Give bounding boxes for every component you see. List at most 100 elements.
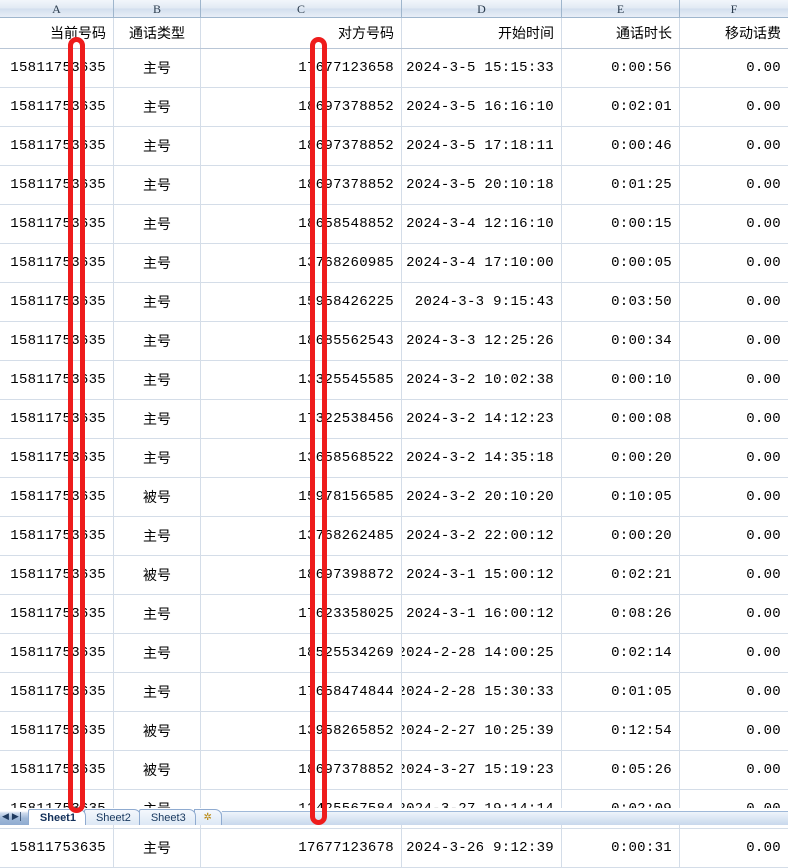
cell-duration[interactable]: 0:10:05 [562, 478, 680, 516]
nav-last-icon[interactable]: ▶| [11, 812, 22, 822]
cell-call-type[interactable]: 主号 [114, 517, 201, 555]
cell-duration[interactable]: 0:00:34 [562, 322, 680, 360]
cell-other-number[interactable]: 13325545585 [201, 361, 402, 399]
table-row[interactable]: 15811753635 主号 18697378852 2024-3-5 20:10:1… [0, 166, 788, 205]
sheet-tab-2[interactable]: Sheet2 [83, 809, 141, 825]
cell-other-number[interactable]: 17623358025 [201, 595, 402, 633]
column-header-e[interactable]: E [562, 0, 680, 17]
table-row[interactable]: 15811753635 被号 18697378852 2024-3-27 15:19:… [0, 751, 788, 790]
cell-current-number[interactable]: 15811753635 [0, 478, 114, 516]
cell-current-number[interactable]: 15811753635 [0, 127, 114, 165]
cell-fee[interactable]: 0.00 [680, 517, 788, 555]
cell-call-type[interactable]: 被号 [114, 556, 201, 594]
table-row[interactable]: 15811753635 主号 17623358025 2024-3-1 16:00:1… [0, 595, 788, 634]
cell-other-number[interactable]: 13768262485 [201, 517, 402, 555]
cell-fee[interactable]: 0.00 [680, 205, 788, 243]
cell-duration[interactable]: 0:01:05 [562, 673, 680, 711]
cell-current-number[interactable]: 15811753635 [0, 244, 114, 282]
column-header-a[interactable]: A [0, 0, 114, 17]
cell-call-type[interactable]: 主号 [114, 127, 201, 165]
cell-start-time[interactable]: 2024-3-3 12:25:26 [402, 322, 562, 360]
cell-fee[interactable]: 0.00 [680, 634, 788, 672]
cell-fee[interactable]: 0.00 [680, 400, 788, 438]
cell-start-time[interactable]: 2024-3-27 15:19:23 [402, 751, 562, 789]
cell-start-time[interactable]: 2024-3-2 20:10:20 [402, 478, 562, 516]
cell-duration[interactable]: 0:00:46 [562, 127, 680, 165]
cell-fee[interactable]: 0.00 [680, 322, 788, 360]
cell-current-number[interactable]: 15811753635 [0, 400, 114, 438]
cell-call-type[interactable]: 主号 [114, 634, 201, 672]
cell-duration[interactable]: 0:00:15 [562, 205, 680, 243]
cell-duration[interactable]: 0:00:20 [562, 439, 680, 477]
cell-fee[interactable]: 0.00 [680, 751, 788, 789]
sheet-tab-3[interactable]: Sheet3 [138, 809, 196, 825]
cell-start-time[interactable]: 2024-3-3 9:15:43 [402, 283, 562, 321]
cell-fee[interactable]: 0.00 [680, 88, 788, 126]
cell-fee[interactable]: 0.00 [680, 478, 788, 516]
sheet-nav-buttons[interactable]: ◀ ▶| [0, 808, 22, 825]
cell-call-type[interactable]: 主号 [114, 400, 201, 438]
cell-other-number[interactable]: 13768260985 [201, 244, 402, 282]
cell-current-number[interactable]: 15811753635 [0, 49, 114, 87]
cell-call-type[interactable]: 被号 [114, 751, 201, 789]
cell-fee[interactable]: 0.00 [680, 49, 788, 87]
cell-start-time[interactable]: 2024-2-27 10:25:39 [402, 712, 562, 750]
table-row[interactable]: 15811753635 主号 18525534269 2024-2-28 14:00:… [0, 634, 788, 673]
table-row[interactable]: 15811753635 主号 17677123678 2024-3-26 9:12:3… [0, 829, 788, 868]
cell-other-number[interactable]: 15978156585 [201, 478, 402, 516]
cell-current-number[interactable]: 15811753635 [0, 751, 114, 789]
cell-other-number[interactable]: 17677123658 [201, 49, 402, 87]
cell-duration[interactable]: 0:05:26 [562, 751, 680, 789]
cell-fee[interactable]: 0.00 [680, 439, 788, 477]
cell-duration[interactable]: 0:12:54 [562, 712, 680, 750]
cell-current-number[interactable]: 15811753635 [0, 673, 114, 711]
cell-start-time[interactable]: 2024-3-1 16:00:12 [402, 595, 562, 633]
cell-other-number[interactable]: 18697378852 [201, 751, 402, 789]
cell-start-time[interactable]: 2024-3-4 17:10:00 [402, 244, 562, 282]
cell-other-number[interactable]: 18697378852 [201, 127, 402, 165]
table-row[interactable]: 15811753635 主号 13658568522 2024-3-2 14:35:1… [0, 439, 788, 478]
table-row[interactable]: 15811753635 主号 13768262485 2024-3-2 22:00:1… [0, 517, 788, 556]
cell-start-time[interactable]: 2024-3-5 15:15:33 [402, 49, 562, 87]
table-row[interactable]: 15811753635 主号 13768260985 2024-3-4 17:10:0… [0, 244, 788, 283]
cell-current-number[interactable]: 15811753635 [0, 283, 114, 321]
cell-start-time[interactable]: 2024-3-1 15:00:12 [402, 556, 562, 594]
column-header-d[interactable]: D [402, 0, 562, 17]
table-row[interactable]: 15811753635 被号 15978156585 2024-3-2 20:10:2… [0, 478, 788, 517]
cell-duration[interactable]: 0:00:08 [562, 400, 680, 438]
cell-call-type[interactable]: 主号 [114, 673, 201, 711]
sheet-tab-1[interactable]: Sheet1 [27, 809, 86, 825]
cell-current-number[interactable]: 15811753635 [0, 829, 114, 867]
cell-other-number[interactable]: 18697378852 [201, 166, 402, 204]
cell-start-time[interactable]: 2024-3-26 9:12:39 [402, 829, 562, 867]
cell-call-type[interactable]: 被号 [114, 478, 201, 516]
cell-fee[interactable]: 0.00 [680, 244, 788, 282]
cell-fee[interactable]: 0.00 [680, 673, 788, 711]
cell-fee[interactable]: 0.00 [680, 283, 788, 321]
cell-current-number[interactable]: 15811753635 [0, 556, 114, 594]
table-row[interactable]: 15811753635 主号 17658474844 2024-2-28 15:30:… [0, 673, 788, 712]
cell-duration[interactable]: 0:00:05 [562, 244, 680, 282]
cell-call-type[interactable]: 主号 [114, 88, 201, 126]
cell-duration[interactable]: 0:01:25 [562, 166, 680, 204]
table-row[interactable]: 15811753635 主号 17677123658 2024-3-5 15:15:3… [0, 49, 788, 88]
cell-other-number[interactable]: 13958265852 [201, 712, 402, 750]
cell-other-number[interactable]: 18697398872 [201, 556, 402, 594]
cell-call-type[interactable]: 主号 [114, 205, 201, 243]
cell-call-type[interactable]: 主号 [114, 244, 201, 282]
table-row[interactable]: 15811753635 主号 18658548852 2024-3-4 12:16:1… [0, 205, 788, 244]
cell-start-time[interactable]: 2024-3-2 10:02:38 [402, 361, 562, 399]
cell-call-type[interactable]: 主号 [114, 439, 201, 477]
cell-duration[interactable]: 0:02:21 [562, 556, 680, 594]
cell-duration[interactable]: 0:03:50 [562, 283, 680, 321]
table-row[interactable]: 15811753635 主号 15958426225 2024-3-3 9:15:43… [0, 283, 788, 322]
nav-first-icon[interactable]: ◀ [2, 812, 9, 822]
table-row[interactable]: 15811753635 主号 17322538456 2024-3-2 14:12:2… [0, 400, 788, 439]
cell-current-number[interactable]: 15811753635 [0, 205, 114, 243]
cell-fee[interactable]: 0.00 [680, 595, 788, 633]
cell-fee[interactable]: 0.00 [680, 361, 788, 399]
cell-call-type[interactable]: 主号 [114, 595, 201, 633]
cell-duration[interactable]: 0:02:01 [562, 88, 680, 126]
cell-current-number[interactable]: 15811753635 [0, 712, 114, 750]
cell-current-number[interactable]: 15811753635 [0, 517, 114, 555]
